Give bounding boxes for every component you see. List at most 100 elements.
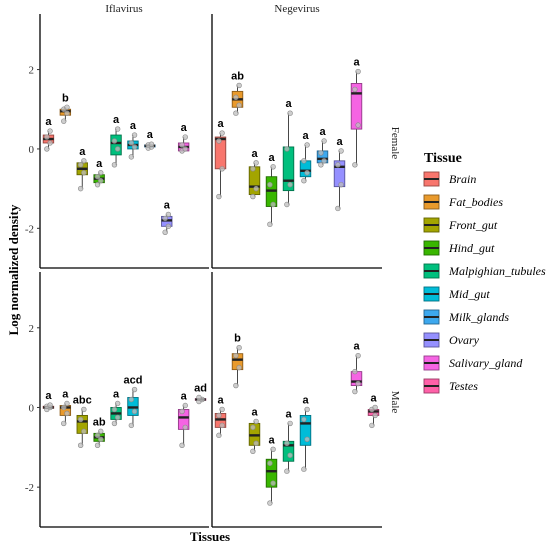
legend-item-front-gut: Front_gut	[423, 217, 498, 233]
data-point	[131, 408, 138, 415]
data-point	[182, 146, 188, 152]
legend-item-testes: Testes	[423, 378, 478, 394]
data-point	[233, 110, 239, 116]
data-point	[131, 132, 138, 138]
data-point	[335, 162, 341, 168]
legend-label: Testes	[449, 379, 478, 393]
data-point	[250, 166, 256, 172]
significance-label: abc	[73, 394, 92, 406]
data-point	[165, 211, 172, 218]
data-point	[219, 422, 225, 429]
box-testes: ad	[194, 383, 207, 405]
box-milk-glands: a	[144, 129, 156, 151]
data-point	[182, 402, 188, 409]
significance-label: a	[217, 118, 224, 130]
data-point	[270, 446, 276, 453]
box-hind-gut: a	[93, 158, 105, 188]
data-point	[94, 432, 101, 439]
box-malpighian-tubules: a	[282, 408, 295, 474]
legend-item-hind-gut: Hind_gut	[423, 240, 495, 256]
legend-item-salivary-gland: Salivary_gland	[423, 355, 523, 371]
data-point	[338, 181, 344, 188]
data-point	[216, 412, 222, 419]
data-point	[114, 414, 121, 421]
data-point	[216, 138, 222, 144]
data-point	[131, 144, 138, 150]
significance-label: a	[353, 57, 360, 69]
data-point	[94, 181, 101, 188]
box-brain: a	[42, 116, 55, 152]
data-point	[128, 396, 135, 403]
data-point	[182, 134, 188, 140]
data-point	[219, 130, 225, 136]
data-point	[304, 406, 310, 413]
significance-label: a	[181, 122, 188, 134]
strip-label-female: Female	[389, 127, 401, 159]
data-point	[111, 162, 118, 168]
box-salivary-gland: a	[177, 122, 190, 154]
legend-label: Brain	[449, 172, 476, 186]
data-point	[81, 158, 87, 164]
significance-label: a	[268, 434, 275, 446]
box-fat-bodies: b	[231, 333, 244, 389]
box-salivary-gland: a	[350, 57, 363, 168]
data-point	[267, 181, 273, 188]
data-point	[304, 170, 310, 176]
significance-label: a	[319, 126, 326, 138]
box-malpighian-tubules: a	[110, 114, 122, 168]
data-point	[98, 436, 104, 443]
significance-label: ab	[231, 70, 244, 82]
box-salivary-gland: a	[350, 341, 363, 395]
box-front-gut: a	[248, 148, 261, 200]
box-fat-bodies: b	[59, 92, 72, 124]
data-point	[321, 158, 327, 164]
data-point	[250, 448, 256, 454]
box-mid-gut: a	[127, 120, 139, 160]
data-point	[318, 162, 324, 168]
legend-label: Malpighian_tubules	[448, 264, 546, 278]
data-point	[301, 158, 307, 164]
strip-label-male: Male	[389, 391, 401, 414]
data-point	[372, 404, 378, 411]
legend: Tissue Brain Fat_bodies Front_gut Hind_gut M…	[423, 151, 546, 394]
legend-label: Ovary	[449, 333, 480, 347]
significance-label: a	[113, 388, 120, 400]
data-point	[270, 201, 276, 208]
data-point	[318, 150, 324, 156]
y-tick-label: 2	[29, 65, 35, 77]
significance-label: ad	[194, 383, 207, 395]
data-point	[352, 368, 358, 375]
data-point	[128, 422, 135, 429]
data-point	[267, 500, 273, 506]
data-point	[44, 134, 50, 140]
data-point	[287, 181, 293, 188]
data-point	[61, 118, 67, 124]
data-point	[196, 394, 202, 401]
data-point	[98, 170, 104, 176]
box-mid-gut: acd	[123, 375, 142, 429]
legend-label: Mid_gut	[448, 287, 490, 301]
significance-label: b	[62, 92, 69, 104]
box-fat-bodies: ab	[231, 70, 244, 116]
significance-label: a	[45, 390, 52, 402]
data-point	[284, 440, 290, 447]
data-point	[355, 122, 361, 128]
data-point	[47, 402, 53, 408]
significance-label: a	[285, 408, 292, 420]
box-brain: a	[214, 394, 227, 439]
significance-label: a	[251, 148, 258, 160]
data-point	[81, 406, 87, 413]
significance-label: a	[268, 152, 275, 164]
data-point	[301, 177, 307, 184]
box-mid-gut: a	[299, 394, 312, 472]
data-point	[335, 205, 341, 212]
significance-label: a	[147, 129, 154, 141]
legend-item-milk-glands: Milk_glands	[423, 309, 509, 325]
data-point	[233, 94, 239, 101]
legend-title: Tissue	[424, 151, 462, 166]
data-point	[287, 452, 293, 458]
